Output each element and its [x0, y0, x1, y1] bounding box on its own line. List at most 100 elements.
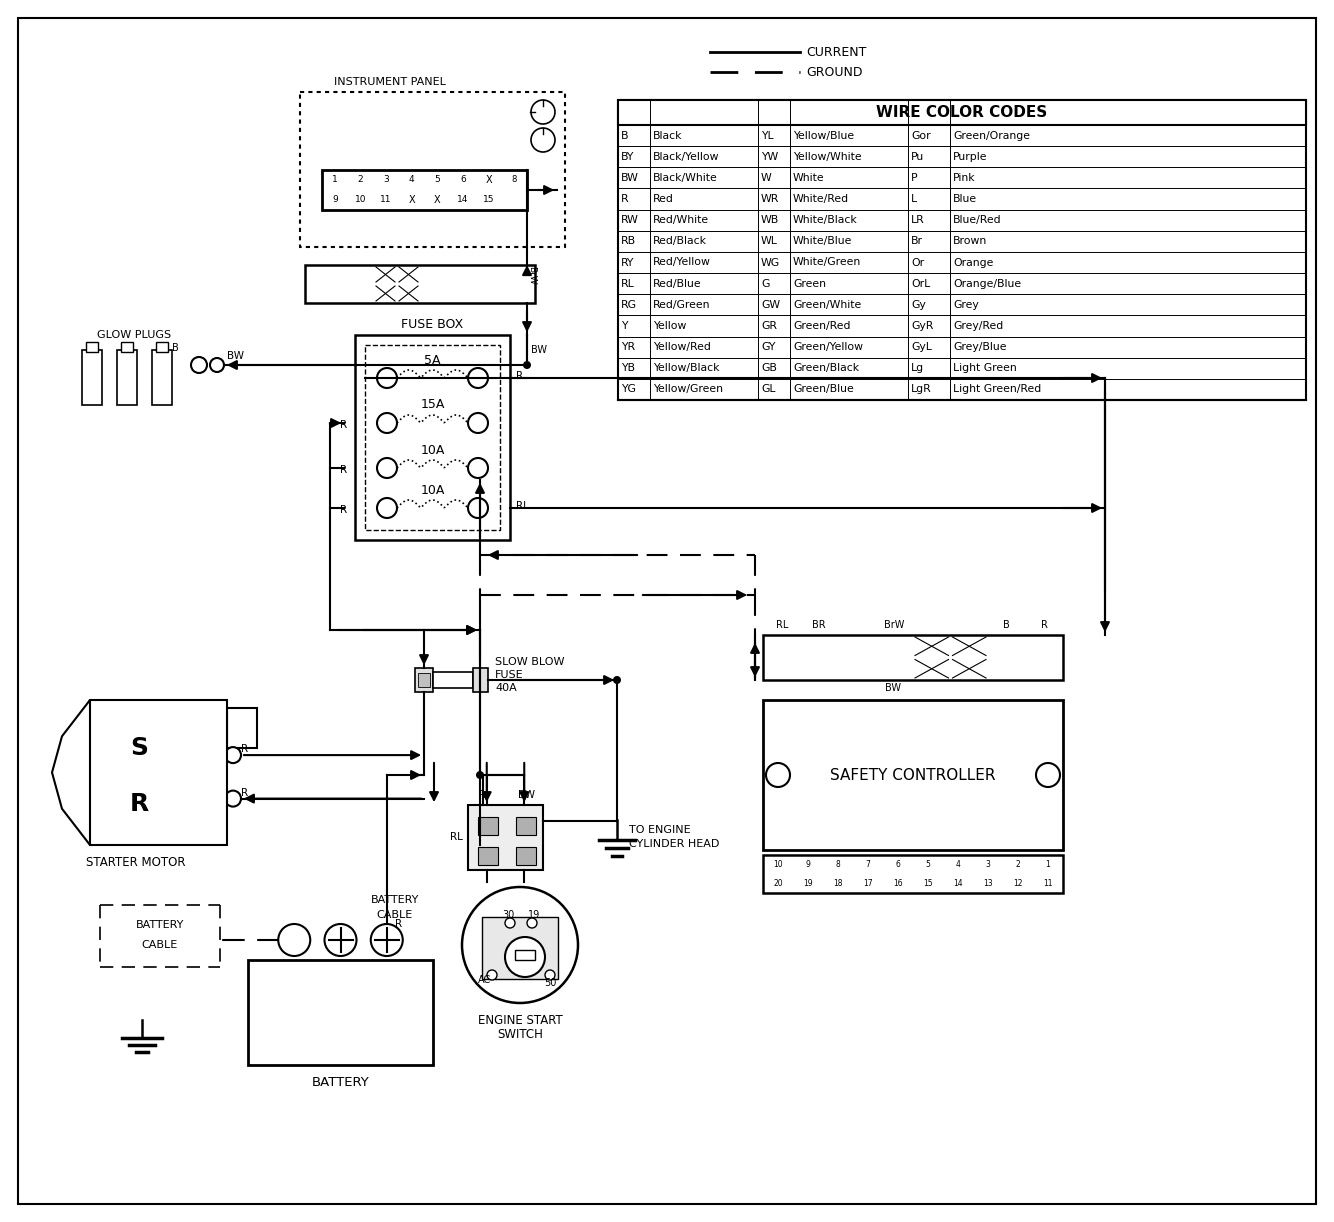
- Text: CYLINDER HEAD: CYLINDER HEAD: [630, 840, 719, 849]
- Bar: [852, 855, 883, 874]
- Text: Red: Red: [654, 194, 674, 204]
- Text: Yellow/White: Yellow/White: [792, 152, 862, 161]
- Bar: [418, 673, 430, 687]
- Text: Blue/Red: Blue/Red: [952, 215, 1002, 225]
- Text: WB: WB: [760, 215, 779, 225]
- Text: Grey: Grey: [952, 299, 979, 310]
- Bar: [883, 855, 912, 874]
- Bar: [374, 284, 398, 303]
- Text: 2: 2: [1015, 860, 1021, 869]
- Text: 5: 5: [926, 860, 930, 869]
- Circle shape: [378, 413, 398, 433]
- Text: FUSE BOX: FUSE BOX: [402, 318, 464, 330]
- Text: 20: 20: [774, 879, 783, 888]
- Text: FUSE: FUSE: [495, 670, 524, 679]
- Text: Y: Y: [622, 321, 627, 331]
- Text: Green/Red: Green/Red: [792, 321, 851, 331]
- Circle shape: [523, 360, 531, 369]
- Bar: [875, 657, 912, 679]
- Bar: [398, 265, 420, 284]
- Bar: [972, 855, 1003, 874]
- Bar: [329, 266, 350, 282]
- Text: S: S: [131, 736, 148, 760]
- Bar: [466, 265, 490, 284]
- Text: BW: BW: [884, 683, 900, 693]
- Circle shape: [506, 918, 515, 927]
- Text: 11: 11: [1043, 879, 1053, 888]
- Text: GW: GW: [760, 299, 780, 310]
- Bar: [512, 284, 535, 303]
- Bar: [227, 708, 257, 748]
- Bar: [912, 874, 943, 893]
- Bar: [516, 818, 536, 835]
- Bar: [152, 349, 172, 404]
- Circle shape: [546, 970, 555, 980]
- Text: WL: WL: [760, 236, 778, 247]
- Bar: [1027, 637, 1061, 655]
- Bar: [988, 635, 1026, 657]
- Bar: [763, 855, 792, 874]
- Text: 30: 30: [502, 910, 514, 920]
- Bar: [990, 637, 1023, 655]
- Text: 10A: 10A: [420, 444, 444, 457]
- Text: White/Black: White/Black: [792, 215, 858, 225]
- Bar: [883, 874, 912, 893]
- Bar: [351, 284, 374, 303]
- Text: BW: BW: [227, 351, 244, 360]
- Text: RB: RB: [622, 236, 636, 247]
- Bar: [943, 874, 972, 893]
- Polygon shape: [61, 700, 227, 844]
- Bar: [763, 874, 792, 893]
- Circle shape: [468, 458, 488, 478]
- Bar: [450, 170, 476, 189]
- Bar: [763, 657, 800, 679]
- Bar: [514, 286, 534, 301]
- Bar: [972, 874, 1003, 893]
- Text: GB: GB: [760, 363, 776, 373]
- Bar: [156, 342, 168, 352]
- Text: 15: 15: [483, 196, 495, 204]
- Text: 4: 4: [410, 176, 415, 185]
- Circle shape: [468, 368, 488, 389]
- Bar: [85, 342, 97, 352]
- Text: Grey/Red: Grey/Red: [952, 321, 1003, 331]
- Text: CABLE: CABLE: [376, 910, 414, 920]
- Circle shape: [476, 771, 484, 778]
- Bar: [482, 916, 558, 979]
- Bar: [514, 266, 534, 282]
- Bar: [1033, 874, 1063, 893]
- Text: X: X: [486, 175, 492, 185]
- Bar: [450, 189, 476, 210]
- Text: BrW: BrW: [527, 265, 536, 285]
- Text: YL: YL: [760, 131, 774, 141]
- Text: 10A: 10A: [420, 484, 444, 496]
- Text: Green/Blue: Green/Blue: [792, 385, 854, 395]
- Text: BW: BW: [531, 345, 547, 356]
- Text: 1: 1: [332, 176, 338, 185]
- Text: R: R: [131, 792, 149, 816]
- Text: GROUND: GROUND: [806, 66, 863, 78]
- Text: GY: GY: [760, 342, 775, 352]
- Bar: [491, 286, 510, 301]
- Bar: [474, 668, 488, 692]
- Text: Pu: Pu: [911, 152, 924, 161]
- Text: R: R: [478, 789, 486, 800]
- Bar: [300, 92, 566, 247]
- Bar: [329, 286, 350, 301]
- Text: 14: 14: [954, 879, 963, 888]
- Text: 9: 9: [806, 860, 811, 869]
- Bar: [838, 635, 875, 657]
- Text: RW: RW: [622, 215, 639, 225]
- Bar: [763, 855, 1063, 893]
- Text: 13: 13: [983, 879, 992, 888]
- Text: YG: YG: [622, 385, 636, 395]
- Text: W: W: [760, 172, 772, 183]
- Text: 8: 8: [835, 860, 840, 869]
- Bar: [374, 170, 399, 189]
- Bar: [618, 100, 1306, 400]
- Bar: [420, 265, 443, 284]
- Bar: [502, 170, 527, 189]
- Bar: [792, 874, 823, 893]
- Text: B: B: [172, 343, 179, 353]
- Text: 16: 16: [894, 879, 903, 888]
